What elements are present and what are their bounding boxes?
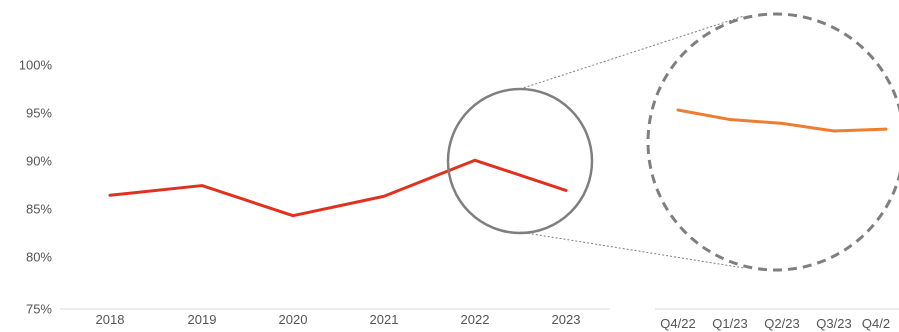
y-tick-label: 80% [26,249,52,264]
x-tick-label: 2018 [96,312,125,327]
zoom-series [676,108,888,133]
zoom-x-tick-label: Q3/23 [816,316,851,331]
x-tick-label: 2022 [461,312,490,327]
connector-line-top [519,15,745,90]
x-tick-label: 2020 [279,312,308,327]
zoom-circle [646,12,899,272]
y-tick-label: 75% [26,301,52,316]
main-series-line [108,158,568,218]
y-axis-tick-labels: 75% 80% 85% 90% 95% 100% [19,57,53,316]
x-tick-label: 2021 [370,312,399,327]
zoom-x-tick-labels: Q4/22 Q1/23 Q2/23 Q3/23 Q4/2 [660,316,890,331]
main-series [108,158,568,218]
x-tick-label: 2023 [552,312,581,327]
y-tick-label: 85% [26,201,52,216]
zoom-series-line [676,108,888,133]
x-tick-label: 2019 [188,312,217,327]
y-tick-label: 90% [26,153,52,168]
zoom-x-tick-label: Q2/23 [764,316,799,331]
zoom-x-tick-label: Q4/2 [862,316,890,331]
x-axis-tick-labels: 2018 2019 2020 2021 2022 2023 [96,312,581,327]
y-tick-label: 100% [19,57,53,72]
connector-line-bottom [519,231,745,269]
zoom-x-tick-label: Q1/23 [712,316,747,331]
y-tick-label: 95% [26,105,52,120]
zoom-x-tick-label: Q4/22 [660,316,695,331]
